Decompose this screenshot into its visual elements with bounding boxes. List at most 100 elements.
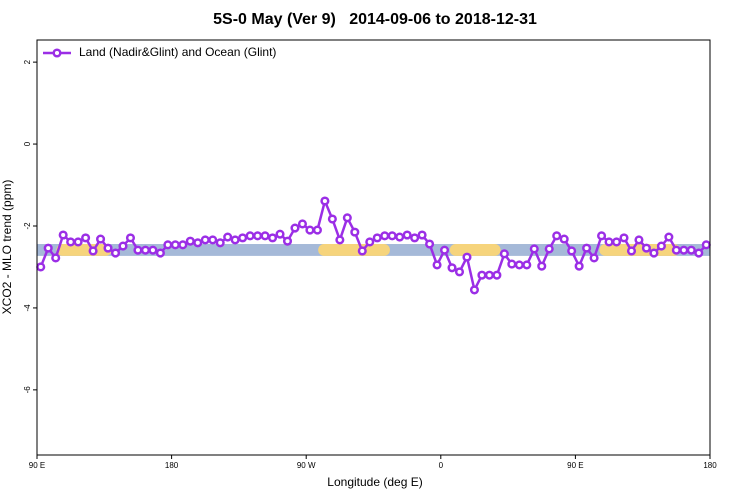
- point: [604, 237, 614, 247]
- point: [73, 237, 83, 247]
- legend-label: Land (Nadir&Glint) and Ocean (Glint): [79, 45, 276, 59]
- point: [439, 245, 450, 255]
- point: [649, 248, 659, 258]
- point: [679, 245, 689, 255]
- point: [454, 267, 465, 277]
- y-tick-label: 0: [23, 141, 32, 146]
- point: [544, 244, 554, 254]
- point: [178, 240, 188, 250]
- point: [529, 244, 539, 254]
- point: [66, 237, 76, 247]
- point: [447, 263, 457, 273]
- land-band: [449, 244, 501, 256]
- point: [155, 248, 165, 258]
- legend-marker: [52, 48, 62, 58]
- point: [395, 232, 405, 242]
- point: [140, 245, 150, 255]
- point: [701, 240, 711, 250]
- point: [694, 248, 704, 258]
- point: [58, 230, 68, 240]
- y-tick-label: -4: [23, 304, 32, 312]
- point: [559, 234, 569, 244]
- x-tick-label: 90 W: [297, 461, 316, 470]
- point: [484, 270, 494, 280]
- point: [305, 225, 315, 235]
- point: [582, 243, 592, 253]
- point: [656, 241, 666, 251]
- point: [402, 230, 412, 240]
- point: [567, 246, 577, 256]
- x-tick-label: 180: [165, 461, 179, 470]
- point: [350, 227, 360, 237]
- point: [425, 239, 435, 249]
- point: [372, 233, 382, 243]
- point: [223, 232, 233, 242]
- point: [230, 235, 240, 245]
- point: [327, 214, 337, 224]
- x-tick-label: 0: [439, 461, 444, 470]
- point: [626, 246, 637, 256]
- land-band: [318, 244, 390, 256]
- y-tick-label: -2: [23, 222, 32, 230]
- point: [110, 248, 121, 258]
- point: [410, 233, 420, 243]
- point: [260, 231, 270, 241]
- point: [81, 233, 91, 243]
- point: [671, 245, 681, 255]
- point: [477, 270, 487, 280]
- point: [193, 238, 203, 248]
- point: [380, 231, 390, 241]
- plot-frame: [36, 39, 711, 456]
- x-tick-label: 90 E: [29, 461, 45, 470]
- y-tick-label: 2: [23, 59, 32, 64]
- point: [312, 225, 322, 235]
- x-axis-label: Longitude (deg E): [327, 475, 422, 489]
- point: [282, 236, 293, 246]
- point: [290, 223, 300, 233]
- point: [552, 231, 562, 241]
- point: [537, 261, 547, 271]
- point: [118, 241, 128, 251]
- point: [597, 231, 607, 241]
- point: [417, 230, 427, 240]
- point: [462, 252, 472, 262]
- point: [335, 235, 345, 245]
- point: [245, 231, 255, 241]
- point: [185, 236, 195, 246]
- point: [208, 235, 218, 245]
- point: [522, 260, 532, 270]
- point: [36, 262, 46, 272]
- point: [507, 259, 517, 269]
- y-axis-label: XCO2 - MLO trend (ppm): [0, 180, 14, 315]
- chart-title: 5S-0 May (Ver 9) 2014-09-06 to 2018-12-3…: [213, 11, 537, 28]
- point: [125, 233, 136, 243]
- point: [163, 240, 173, 250]
- point: [574, 261, 584, 271]
- point: [275, 229, 285, 239]
- point: [170, 240, 180, 250]
- point: [103, 243, 113, 253]
- point: [611, 237, 622, 247]
- point: [268, 233, 278, 243]
- point: [200, 235, 210, 245]
- point: [664, 232, 674, 242]
- point: [342, 213, 352, 223]
- point: [297, 219, 308, 229]
- point: [215, 238, 225, 248]
- point: [96, 234, 106, 244]
- point: [514, 260, 524, 270]
- point: [357, 246, 367, 256]
- point: [253, 231, 263, 241]
- point: [634, 235, 644, 245]
- point: [619, 233, 629, 243]
- point: [492, 270, 502, 280]
- point: [365, 237, 375, 247]
- point: [387, 231, 397, 241]
- point: [320, 196, 330, 206]
- point: [51, 253, 61, 263]
- point: [499, 249, 509, 259]
- point: [686, 245, 696, 255]
- point: [43, 243, 53, 253]
- point: [641, 243, 651, 253]
